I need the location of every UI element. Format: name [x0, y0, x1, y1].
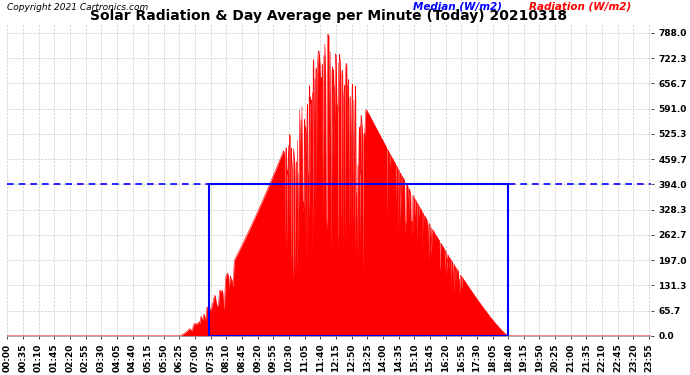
Text: Radiation (W/m2): Radiation (W/m2): [529, 2, 631, 12]
Text: Copyright 2021 Cartronics.com: Copyright 2021 Cartronics.com: [8, 3, 148, 12]
Bar: [208, 184, 508, 336]
Title: Solar Radiation & Day Average per Minute (Today) 20210318: Solar Radiation & Day Average per Minute…: [90, 9, 568, 23]
Text: Median (W/m2): Median (W/m2): [413, 2, 502, 12]
